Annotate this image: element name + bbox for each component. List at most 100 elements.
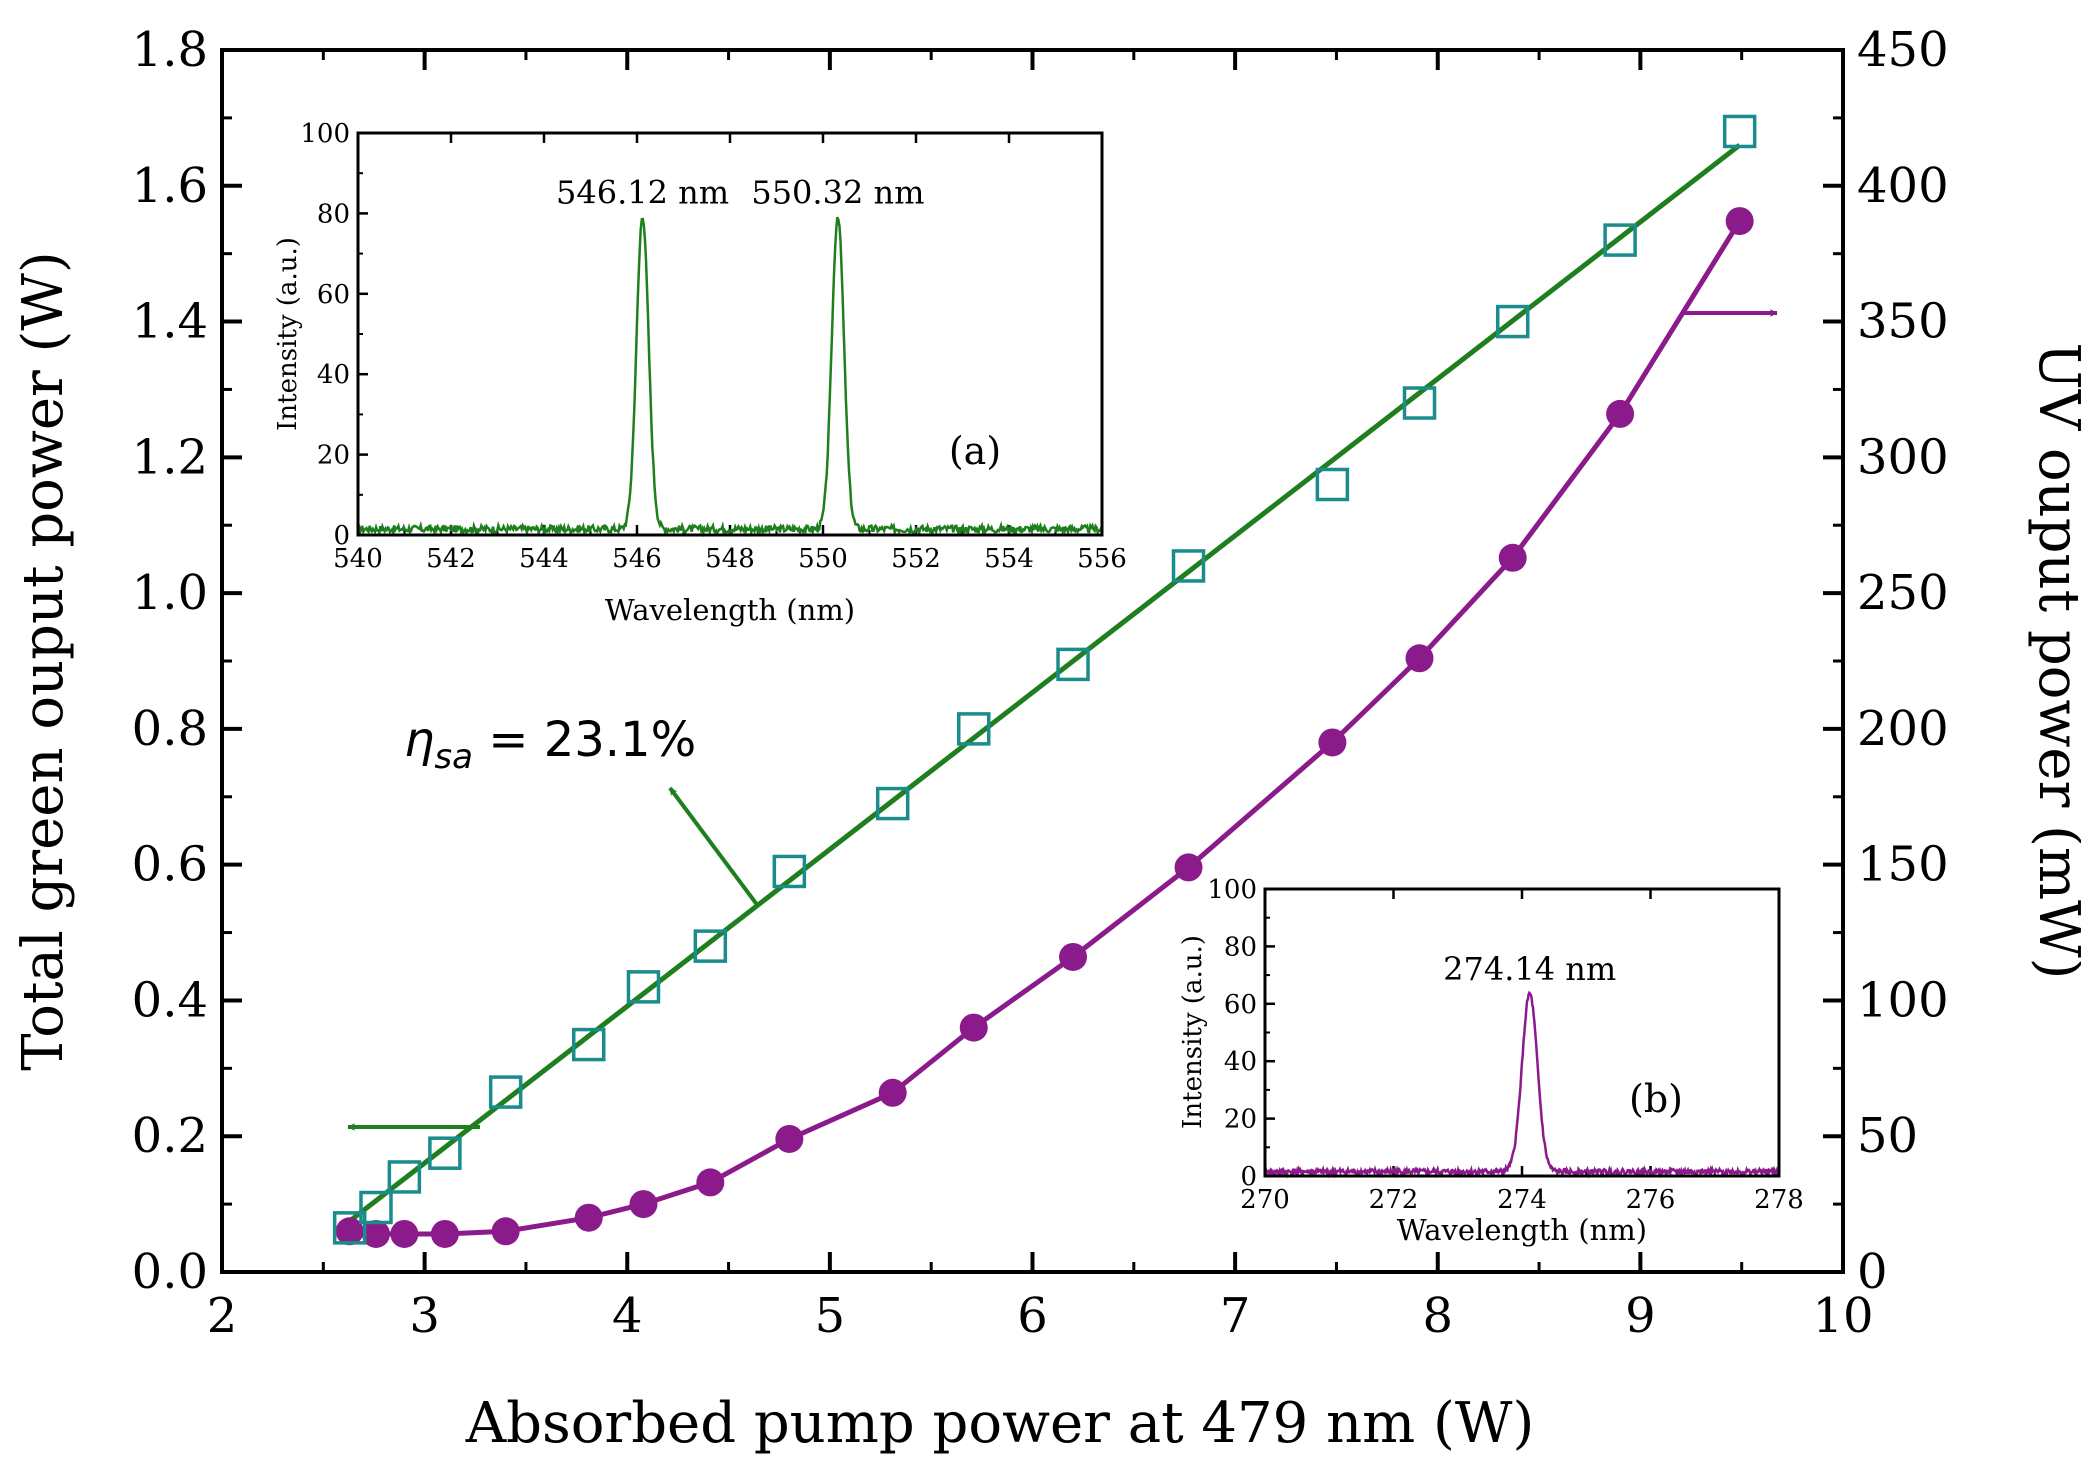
green-data-point [387, 1160, 422, 1194]
y-tick-label: 0.4 [132, 972, 208, 1028]
green-data-point [1603, 223, 1637, 257]
uv-data-point [1405, 644, 1434, 673]
inset-a-x-tick-label: 540 [333, 544, 383, 574]
eta-symbol: η [404, 712, 434, 768]
uv-data-point [1059, 942, 1088, 971]
green-data-point [332, 1211, 367, 1245]
inset-b-y-tick-label: 80 [1224, 932, 1257, 962]
uv-data-point [775, 1124, 804, 1153]
inset-a-x-tick-label: 548 [705, 544, 755, 574]
green-data-point [1402, 386, 1437, 420]
eta-value: = 23.1% [473, 712, 696, 768]
inset-b-y-tick-label: 100 [1207, 875, 1257, 905]
fit-line-layer [348, 143, 1742, 1224]
green-data-point [1495, 304, 1530, 339]
inset-b-y-tick-label: 60 [1224, 990, 1257, 1020]
inset-a-frame [356, 131, 1104, 537]
x-tick-label: 10 [1812, 1288, 1873, 1344]
inset-b-x-tick-label: 278 [1754, 1185, 1804, 1215]
inset-a-y-tick-label: 80 [317, 199, 350, 229]
uv-data-point [878, 1078, 907, 1107]
y2-tick-label: 200 [1857, 701, 1949, 757]
inset-a-x-tick-label: 542 [426, 544, 476, 574]
inset-b-spectrum-line [1264, 990, 1781, 1179]
y2-axis-title: UV ouput power (mW) [2026, 343, 2081, 980]
inset-b-x-tick-label: 270 [1240, 1185, 1290, 1215]
inset-a-panel-label: (a) [949, 429, 1001, 473]
green-data-point [359, 1190, 393, 1225]
inset-a-x-tick-label: 550 [798, 544, 848, 574]
green-data-point [1171, 549, 1206, 583]
green-data-point [1315, 467, 1350, 502]
y2-tick-label: 400 [1857, 158, 1949, 214]
green-fit-line [348, 143, 1742, 1224]
eta-pointer-arrow [668, 786, 760, 908]
uv-series-layer [335, 207, 1754, 1248]
uv-data-point [1498, 543, 1527, 572]
y2-tick-label: 250 [1857, 565, 1949, 621]
y-tick-label: 1.8 [132, 22, 208, 78]
y-tick-label: 0.2 [132, 1108, 208, 1164]
green-series-layer [332, 114, 1757, 1245]
inset-b-x-tick-label: 274 [1497, 1185, 1547, 1215]
inset-b-y-tick-label: 20 [1224, 1105, 1257, 1135]
x-tick-label: 6 [1017, 1288, 1048, 1344]
inset-a-x-tick-label: 552 [891, 544, 941, 574]
inset-a: 540 542 544 546 548 550 552 554 556 0 20 40 60 80 100 5… [300, 119, 1126, 574]
green-data-point [488, 1075, 523, 1109]
inset-a-x-tick-label: 546 [612, 544, 662, 574]
green-data-point [875, 786, 910, 821]
green-data-point [428, 1136, 462, 1170]
inset-b: 270 272 274 276 278 0 20 40 60 80 100 274.14 nm [1207, 875, 1803, 1215]
inset-a-peak-label: 550.32 nm [751, 173, 924, 211]
uv-data-point [574, 1203, 603, 1232]
inset-a-y-title: Intensity (a.u.) [273, 237, 303, 431]
y-axis-title: Total green ouput power (W) [11, 251, 76, 1071]
inset-a-y-tick-label: 40 [317, 360, 350, 390]
inset-b-y-tick-label: 0 [1240, 1162, 1257, 1192]
uv-data-point [696, 1168, 725, 1197]
y2-tick-label: 50 [1857, 1108, 1918, 1164]
y2-tick-label: 0 [1857, 1244, 1888, 1300]
green-data-point [626, 970, 661, 1004]
green-data-point [956, 712, 991, 746]
y2-tick-label: 300 [1857, 429, 1949, 485]
inset-a-y-tick-label: 60 [317, 280, 350, 310]
inset-a-background [358, 133, 1102, 535]
uv-data-point [361, 1219, 390, 1248]
green-data-point [1056, 647, 1090, 682]
y2-tick-label: 450 [1857, 22, 1949, 78]
inset-a-x-title: Wavelength (nm) [605, 593, 855, 627]
x-axis-title: Absorbed pump power at 479 nm (W) [465, 1391, 1535, 1456]
inset-b-y-title: Intensity (a.u.) [1178, 935, 1208, 1129]
inset-b-x-title: Wavelength (nm) [1397, 1213, 1647, 1247]
uv-data-point [1606, 399, 1635, 428]
inset-b-x-tick-label: 276 [1626, 1185, 1676, 1215]
x-tick-label: 3 [409, 1288, 440, 1344]
y-tick-label: 1.6 [132, 158, 208, 214]
y2-tick-label: 350 [1857, 294, 1949, 350]
green-data-point [1722, 114, 1757, 149]
inset-b-peak-label: 274.14 nm [1443, 950, 1616, 988]
inset-a-x-tick-label: 554 [984, 544, 1034, 574]
y-tick-label: 0.6 [132, 837, 208, 893]
uv-data-point [959, 1013, 988, 1042]
inset-a-spectrum-line [357, 216, 1103, 538]
inset-a-y-tick-label: 100 [300, 119, 350, 149]
eta-subscript: sa [434, 737, 473, 777]
eta-label: ηsa = 23.1% [404, 712, 696, 777]
y-tick-label: 0.8 [132, 701, 208, 757]
uv-data-point [335, 1217, 364, 1246]
uv-data-point [1318, 728, 1347, 757]
inset-b-frame [1263, 887, 1781, 1178]
uv-data-point [390, 1219, 419, 1248]
x-tick-label: 2 [207, 1288, 238, 1344]
inset-b-background [1265, 889, 1779, 1176]
green-data-point [693, 929, 728, 963]
uv-data-point [1174, 853, 1203, 882]
inset-b-x-tick-label: 272 [1369, 1185, 1419, 1215]
x-tick-label: 8 [1422, 1288, 1453, 1344]
y-tick-label: 1.0 [132, 565, 208, 621]
x-tick-label: 5 [815, 1288, 846, 1344]
main-axes: 2 3 4 5 6 7 8 9 10 0.0 0.2 0.4 0.6 0.8 1.0 1.2 1.4 1.6 1.8… [132, 22, 1949, 1344]
